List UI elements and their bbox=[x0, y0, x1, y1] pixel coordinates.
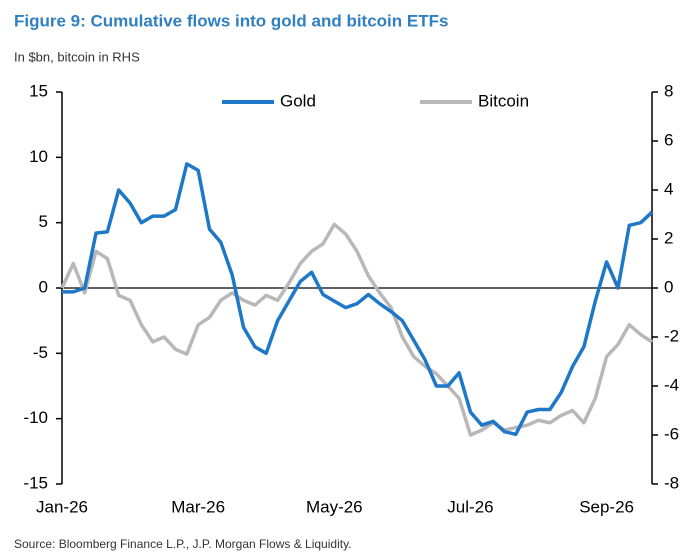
y-tick-label: -15 bbox=[23, 473, 48, 492]
y-tick-label: 15 bbox=[29, 81, 48, 100]
y-tick-label: -5 bbox=[33, 343, 48, 362]
series-line bbox=[60, 222, 653, 437]
y2-tick-label: -2 bbox=[664, 326, 679, 345]
x-tick-label: Jul-26 bbox=[447, 497, 493, 516]
source-note: Source: Bloomberg Finance L.P., J.P. Mor… bbox=[14, 537, 352, 551]
y2-tick-label: -8 bbox=[664, 473, 679, 492]
series-line bbox=[62, 162, 654, 437]
y-tick-label: 5 bbox=[39, 212, 48, 231]
chart-title: Figure 9: Cumulative flows into gold and… bbox=[14, 11, 448, 30]
y2-tick-label: 8 bbox=[664, 81, 673, 100]
chart-subtitle: In $bn, bitcoin in RHS bbox=[14, 49, 140, 64]
x-tick-label: Mar-26 bbox=[171, 497, 225, 516]
y2-tick-label: 4 bbox=[664, 179, 673, 198]
legend-label: Bitcoin bbox=[478, 91, 529, 110]
x-tick-label: Jan-26 bbox=[36, 497, 88, 516]
y2-tick-label: -4 bbox=[664, 375, 679, 394]
y2-tick-label: 0 bbox=[664, 277, 673, 296]
y2-tick-label: 6 bbox=[664, 130, 673, 149]
y-tick-label: 10 bbox=[29, 147, 48, 166]
y-tick-label: 0 bbox=[39, 277, 48, 296]
x-tick-label: May-26 bbox=[306, 497, 363, 516]
y-tick-label: -10 bbox=[23, 408, 48, 427]
x-tick-label: Sep-26 bbox=[579, 497, 634, 516]
y2-tick-label: 2 bbox=[664, 228, 673, 247]
legend-label: Gold bbox=[280, 91, 316, 110]
y2-tick-label: -6 bbox=[664, 424, 679, 443]
